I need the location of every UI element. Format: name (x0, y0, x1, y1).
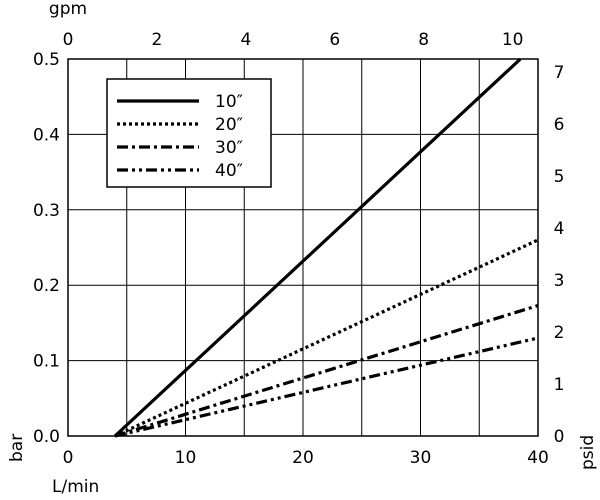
tick-labels: 0 10 20 30 400 2 4 6 8 100.00.10.20.30.40.5012345… (33, 30, 564, 468)
x-top-tick-label: 8 (418, 30, 429, 50)
y-right-tick-label: 4 (554, 219, 565, 239)
x-top-tick-label: 10 (502, 30, 524, 50)
y-right-axis-title: psid (578, 435, 598, 470)
y-right-tick-label: 3 (554, 271, 565, 291)
series-line-2 (114, 238, 539, 438)
legend-label: 40″ (215, 161, 243, 181)
series-lines (113, 57, 539, 438)
y-left-axis-title: bar (7, 434, 27, 462)
y-right-tick-label: 1 (554, 375, 565, 395)
x-bottom-tick-label: 30 (410, 448, 432, 468)
x-top-tick-label: 2 (152, 30, 163, 50)
series-line-4 (114, 336, 539, 438)
x-bottom-axis-title: L/min (52, 477, 99, 497)
legend-box (106, 78, 272, 188)
y-left-tick-label: 0.0 (33, 427, 60, 447)
y-left-tick-label: 0.2 (33, 276, 60, 296)
y-left-tick-label: 0.3 (33, 201, 60, 221)
y-left-tick-label: 0.1 (33, 352, 60, 372)
plot-frame (67, 58, 539, 437)
x-top-tick-label: 6 (329, 30, 340, 50)
series-line-3 (114, 304, 539, 438)
legend: 10″ 20″ 30″ 40″ (106, 78, 272, 188)
x-bottom-tick-label: 10 (175, 448, 197, 468)
y-right-tick-label: 0 (554, 427, 565, 447)
x-top-axis-title: gpm (49, 0, 87, 19)
y-left-tick-label: 0.5 (33, 50, 60, 70)
x-top-tick-label: 4 (240, 30, 251, 50)
y-right-tick-label: 5 (554, 167, 565, 187)
legend-label: 10″ (215, 92, 243, 112)
y-left-tick-label: 0.4 (33, 125, 60, 145)
legend-label: 30″ (215, 138, 243, 158)
series-line-1 (113, 57, 522, 438)
x-bottom-tick-label: 40 (527, 448, 549, 468)
legend-label: 20″ (215, 115, 243, 135)
x-bottom-tick-label: 0 (63, 448, 74, 468)
x-bottom-tick-label: 20 (292, 448, 314, 468)
y-right-tick-label: 6 (554, 115, 565, 135)
x-top-tick-label: 0 (63, 30, 74, 50)
y-right-tick-label: 7 (554, 63, 565, 83)
y-right-tick-label: 2 (554, 323, 565, 343)
